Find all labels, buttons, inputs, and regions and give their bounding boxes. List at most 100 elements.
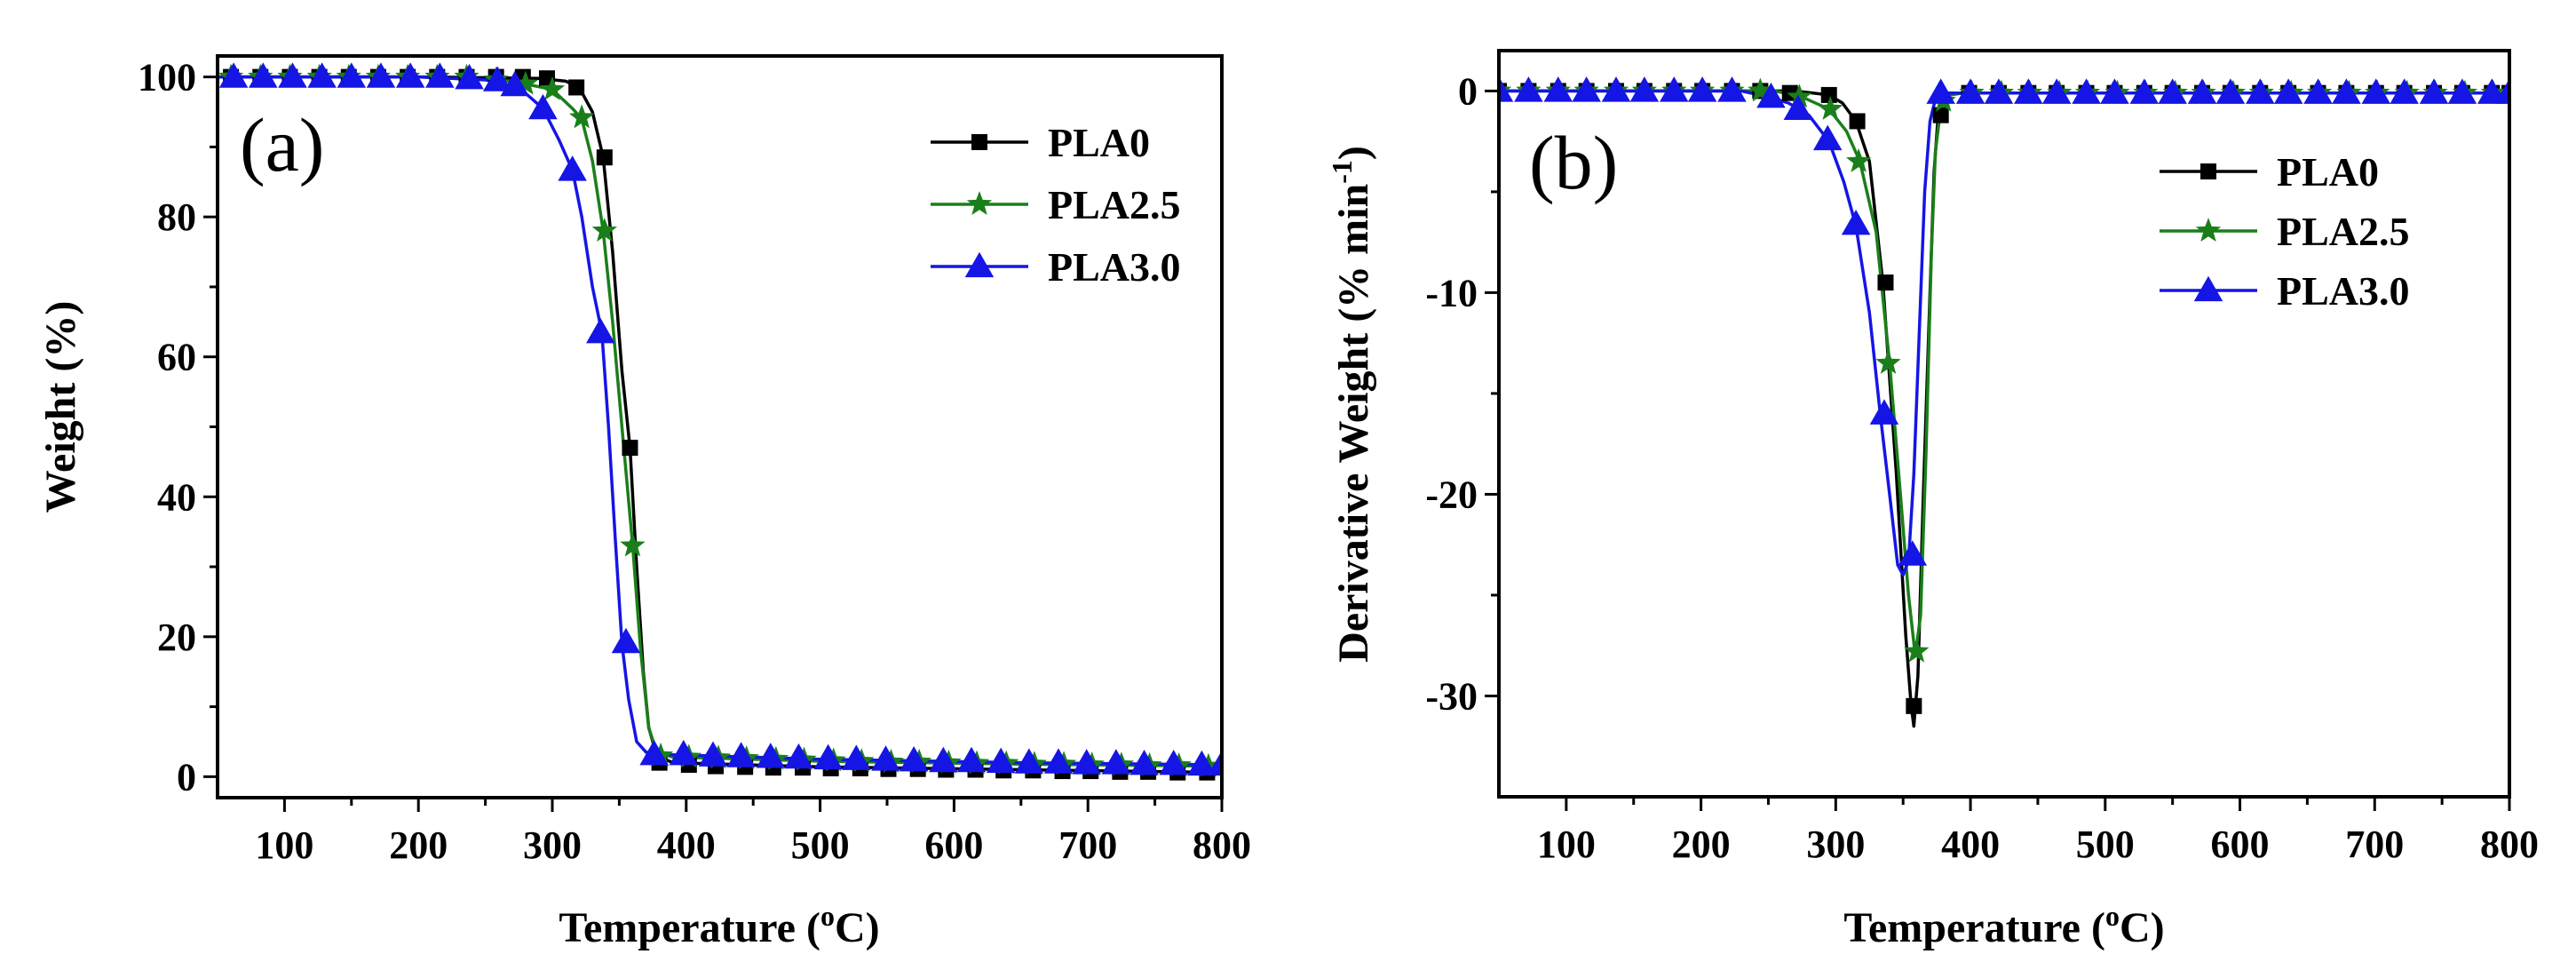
panel-b-point-pla3-0 xyxy=(1572,76,1601,102)
panel-a-ytick-label: 20 xyxy=(157,616,196,659)
panel-b-point-pla3-0 xyxy=(1898,540,1928,566)
panel-a-legend-label-pla3-0: PLA3.0 xyxy=(1048,244,1181,290)
panel-a-point-pla3-0 xyxy=(307,62,337,88)
panel-b-point-pla3-0 xyxy=(1543,76,1573,102)
panel-b-point-pla3-0 xyxy=(1984,78,2014,104)
panel-b-point-pla3-0 xyxy=(2303,78,2333,104)
panel-b-legend-entry-pla0: PLA0 xyxy=(2160,149,2379,195)
panel-a-point-pla3-0 xyxy=(586,317,615,344)
panel-a-point-pla3-0 xyxy=(1207,750,1222,776)
panel-b-point-pla3-0 xyxy=(2041,78,2072,104)
panel-b-point-pla2-5 xyxy=(1904,638,1930,663)
panel-a-point-pla3-0 xyxy=(249,62,278,88)
panel-a-point-pla3-0 xyxy=(842,744,871,770)
panel-a-point-pla3-0 xyxy=(278,62,307,88)
panel-b-point-pla3-0 xyxy=(1499,76,1514,102)
panel-a-point-pla3-0 xyxy=(986,747,1016,774)
panel-a-ytick-label: 100 xyxy=(138,56,196,99)
panel-b-y-axis-title: Derivative Weight (% min-1) xyxy=(1326,146,1377,663)
panel-b-y-axis: 0 -10 -20 -30 xyxy=(1425,69,1499,718)
panel-a-weight-chart: 0 20 40 60 80 100 100 200 300 400 500 600 700 800 (a… xyxy=(37,54,1251,951)
panel-b-series-group xyxy=(1499,76,2509,728)
panel-b-legend-label-pla3-0: PLA3.0 xyxy=(2277,268,2410,314)
panel-a-point-pla3-0 xyxy=(784,743,813,769)
panel-a-y-axis-title: Weight (%) xyxy=(37,301,84,513)
panel-b-point-pla2-5 xyxy=(1875,350,1901,374)
panel-b-ytick-label: -10 xyxy=(1425,271,1478,314)
panel-b-ytick-label: 0 xyxy=(1458,69,1478,113)
panel-b-point-pla3-0 xyxy=(2494,78,2509,104)
panel-a-point-pla3-0 xyxy=(1187,750,1217,776)
panel-a-point-pla3-0 xyxy=(455,63,484,90)
panel-b-point-pla2-5 xyxy=(1787,83,1812,108)
panel-b-point-pla0 xyxy=(1932,107,1949,123)
panel-b-legend-marker-pla0 xyxy=(2200,163,2216,179)
panel-a-point-pla2-5 xyxy=(569,104,595,129)
panel-b-x-axis: 100 200 300 400 500 600 700 800 xyxy=(1537,797,2539,866)
panel-b-ytick-label: -20 xyxy=(1425,473,1478,516)
panel-b-plot-area xyxy=(1499,76,2509,728)
panel-a-frame xyxy=(216,54,1224,799)
panel-a-point-pla3-0 xyxy=(337,62,367,88)
panel-a-point-pla0 xyxy=(596,149,613,166)
panel-b-point-pla3-0 xyxy=(2014,78,2043,104)
panel-a-line-pla2-5 xyxy=(218,75,1222,768)
panel-b-point-pla3-0 xyxy=(2187,78,2217,104)
panel-b-xtick-label: 300 xyxy=(1806,823,1865,866)
panel-a-point-pla3-0 xyxy=(899,746,929,772)
panel-b-x-axis-title: Temperature (oC) xyxy=(1843,900,2164,951)
panel-b-point-pla3-0 xyxy=(2100,78,2129,104)
panel-a-point-pla3-0 xyxy=(813,743,843,770)
panel-b-point-pla3-0 xyxy=(1926,78,1955,104)
panel-b-point-pla3-0 xyxy=(1812,124,1843,151)
panel-a-point-pla3-0 xyxy=(756,743,786,768)
panel-a-point-pla2-5 xyxy=(620,532,646,557)
panel-b-point-pla3-0 xyxy=(1660,76,1689,102)
panel-a-point-pla3-0 xyxy=(639,739,669,766)
panel-a-xtick-label: 100 xyxy=(255,823,313,867)
panel-a-point-pla3-0 xyxy=(1072,749,1101,775)
panel-b-legend-marker-pla2-5 xyxy=(2195,218,2222,242)
panel-b-point-pla3-0 xyxy=(2246,78,2275,104)
panel-a-point-pla3-0 xyxy=(956,746,987,773)
panel-a-point-pla2-5 xyxy=(512,70,538,95)
panel-b-point-pla0 xyxy=(1820,86,1837,103)
panel-a-label: (a) xyxy=(240,102,324,187)
panel-a-ytick-label: 40 xyxy=(157,475,196,519)
panel-a-xtick-label: 600 xyxy=(924,823,983,867)
panel-b-point-pla3-0 xyxy=(2129,78,2160,104)
panel-a-point-pla3-0 xyxy=(1043,748,1074,774)
panel-b-point-pla0 xyxy=(1877,274,1894,291)
panel-a-ytick-label: 80 xyxy=(157,195,196,239)
panel-b-ytick-label: -30 xyxy=(1425,674,1478,718)
panel-a-point-pla3-0 xyxy=(1159,749,1188,775)
panel-b-point-pla3-0 xyxy=(1756,82,1786,108)
panel-a-point-pla3-0 xyxy=(611,627,641,654)
panel-a-point-pla3-0 xyxy=(698,741,728,767)
panel-a-point-pla3-0 xyxy=(726,742,756,767)
panel-b-point-pla3-0 xyxy=(2158,78,2187,104)
panel-b-point-pla3-0 xyxy=(2215,78,2246,104)
panel-b-frame xyxy=(1497,49,2511,799)
panel-a-xtick-label: 300 xyxy=(523,823,582,867)
panel-a-point-pla3-0 xyxy=(558,155,587,181)
panel-a-ytick-label: 60 xyxy=(157,336,196,379)
panel-b-point-pla3-0 xyxy=(2332,78,2361,104)
panel-a-xtick-label: 400 xyxy=(657,823,716,867)
panel-a-x-axis-title: Temperature (oC) xyxy=(559,900,879,951)
panel-a-point-pla3-0 xyxy=(425,62,455,88)
panel-b-legend: PLA0 PLA2.5 PLA3.0 xyxy=(2160,149,2410,314)
panel-a-point-pla3-0 xyxy=(366,62,396,88)
panel-b-point-pla3-0 xyxy=(1869,399,1899,425)
panel-b-point-pla3-0 xyxy=(1629,76,1660,102)
panel-a-point-pla3-0 xyxy=(669,739,699,766)
panel-a-line-pla0 xyxy=(218,75,1222,775)
panel-a-point-pla3-0 xyxy=(871,745,900,771)
panel-b-point-pla3-0 xyxy=(2072,78,2101,104)
panel-a-point-pla3-0 xyxy=(395,62,425,88)
panel-b-point-pla3-0 xyxy=(2390,78,2419,104)
panel-a-point-pla3-0 xyxy=(929,746,958,773)
panel-b-point-pla3-0 xyxy=(2273,78,2303,104)
panel-a-legend-label-pla2-5: PLA2.5 xyxy=(1048,182,1181,227)
